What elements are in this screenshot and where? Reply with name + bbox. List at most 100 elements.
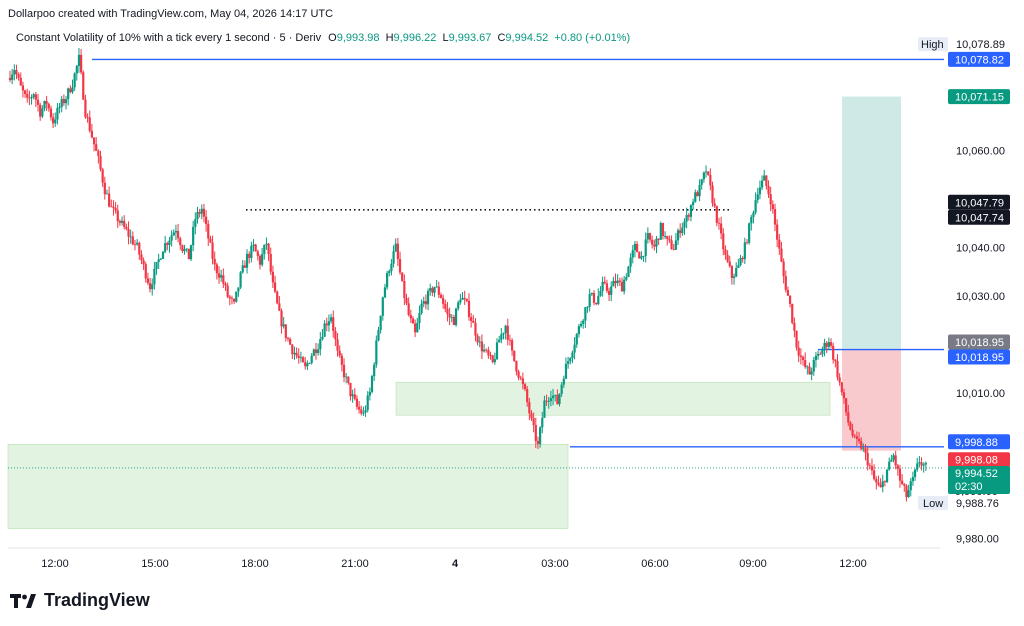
candle-body [353,394,356,399]
candle-body [476,335,479,343]
candle-body [317,349,320,354]
candle-body [627,266,630,278]
candle-body [32,94,35,98]
candle-body [390,263,393,271]
candle-body [849,422,852,430]
candle-body [129,236,132,238]
candle-body [103,182,106,195]
candle-body [873,470,876,480]
candle-body [379,315,382,330]
candle-body [248,253,251,258]
candle-body [687,215,690,217]
candle-body [209,238,212,243]
candle-body [450,317,453,318]
candle-body [808,366,811,375]
candle-body [857,438,861,442]
candle-body [312,349,315,356]
candle-body [194,219,197,227]
candle-body [394,243,397,252]
candle-body [575,334,578,345]
candle-body [338,350,341,356]
candle-body [151,284,154,290]
candle-body [584,307,587,321]
candle-body [763,175,766,181]
candle-body [748,223,751,243]
y-tick-label: 10,060.00 [956,146,1005,158]
candle-body [743,242,746,260]
candle-body [616,280,619,284]
stop-loss-price-tag-bg [948,452,1010,468]
candle-body [258,256,262,265]
candle-body [73,73,76,88]
candle-body [308,363,311,364]
candle-body [409,315,412,319]
candle-body [866,452,869,466]
candle-body [92,137,96,145]
take-profit-price-tag-bg [948,89,1010,105]
candle-body [237,287,240,292]
dotted-high-price-tag-2: 10,047.74 [955,212,1004,224]
candle-body [648,233,652,240]
candlesticks [8,48,927,502]
candle-body [633,243,637,251]
candle-body [426,290,430,305]
dotted-high-price-tag-bg [948,194,1010,210]
candle-body [577,326,581,335]
candle-body [635,243,639,253]
candle-body [295,352,298,356]
candle-body [836,361,839,378]
candle-body [265,243,268,245]
candle-body [698,184,701,197]
candle-body [448,314,451,318]
candle-body [467,300,471,318]
open-label: O [328,32,337,44]
candle-body [579,323,583,327]
candle-body [198,212,201,214]
candle-body [325,323,328,326]
candle-body [200,208,203,214]
candle-body [84,99,87,118]
candle-body [148,283,152,290]
candle-body [357,406,361,410]
x-tick-label: 18:00 [241,558,269,570]
candle-body [235,291,238,302]
candle-body [924,463,927,465]
candle-body [821,349,824,355]
candle-body [388,270,391,273]
x-tick-label: 12:00 [41,558,69,570]
candle-body [360,409,363,414]
candle-body [392,251,395,264]
candle-body [127,228,130,237]
candle-body [351,394,354,397]
candle-body [560,384,563,394]
candle-body [760,180,764,188]
candle-body [340,355,343,365]
candle-body [116,210,119,222]
candle-body [482,349,486,352]
candle-body [573,344,576,353]
candle-body [715,206,718,223]
candle-body [418,313,421,324]
candle-body [401,272,404,282]
candle-body [845,398,848,413]
candle-body [222,275,225,284]
candle-body [159,258,162,260]
candle-body [521,378,524,385]
candle-body [896,465,899,469]
chart-credit: Dollarpoo created with TradingView.com, … [8,8,334,20]
candle-body [801,356,805,361]
candle-body [918,462,921,464]
low-marker-label: Low [923,498,943,510]
candle-body [60,99,63,107]
candle-body [623,279,626,292]
dotted-high-price-tag: 10,047.79 [955,197,1004,209]
candle-body [299,357,303,359]
x-tick-label: 21:00 [341,558,369,570]
candle-body [791,303,794,323]
candle-body [142,260,145,265]
candle-body [726,254,729,262]
candle-body [513,350,516,361]
low-marker-value: 9,988.76 [956,498,999,510]
candle-body [692,201,695,206]
